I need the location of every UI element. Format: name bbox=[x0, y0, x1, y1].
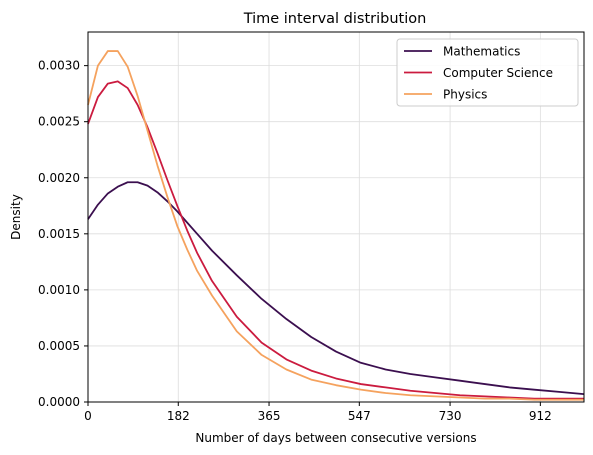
x-tick-label: 730 bbox=[439, 409, 462, 423]
y-tick-label: 0.0020 bbox=[38, 171, 80, 185]
y-tick-label: 0.0005 bbox=[38, 339, 80, 353]
plot-frame bbox=[87, 31, 585, 403]
tick-layer: 0 182 365 547 730 912 0.0000 0.0005 0.0010 0.0015… bbox=[38, 59, 552, 423]
y-tick-label: 0.0025 bbox=[38, 115, 80, 129]
legend-box bbox=[396, 38, 579, 107]
chart-title: Time interval distribution bbox=[243, 11, 427, 27]
legend: Mathematics Computer Science Physics bbox=[396, 38, 579, 107]
x-tick-label: 182 bbox=[167, 409, 190, 423]
legend-label-mathematics: Mathematics bbox=[443, 45, 520, 59]
y-tick-label: 0.0030 bbox=[38, 59, 80, 73]
x-tick-label: 912 bbox=[529, 409, 552, 423]
series-line-physics bbox=[87, 50, 584, 401]
legend-label-computer-science: Computer Science bbox=[443, 66, 553, 80]
y-tick-label: 0.0000 bbox=[38, 395, 80, 409]
series-line-computer-science bbox=[87, 80, 584, 400]
grid-layer bbox=[87, 32, 584, 403]
series-line-mathematics bbox=[87, 181, 585, 396]
y-tick-label: 0.0015 bbox=[38, 227, 80, 241]
x-tick-label: 547 bbox=[348, 409, 371, 423]
series-layer bbox=[87, 50, 585, 401]
y-tick-label: 0.0010 bbox=[38, 283, 80, 297]
x-axis-label: Number of days between consecutive versi… bbox=[195, 431, 476, 445]
y-axis-label: Density bbox=[9, 194, 23, 240]
legend-label-physics: Physics bbox=[443, 88, 487, 102]
x-tick-label: 0 bbox=[84, 409, 92, 423]
x-tick-label: 365 bbox=[258, 409, 281, 423]
